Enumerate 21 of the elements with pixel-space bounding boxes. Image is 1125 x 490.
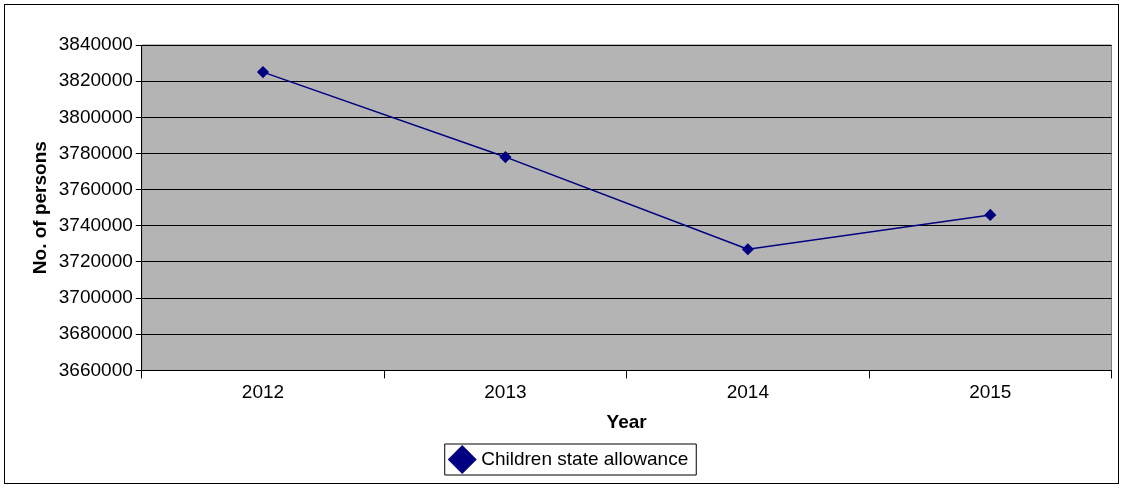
y-tick-label: 3820000 [58, 69, 133, 91]
y-tick-label: 3680000 [58, 322, 133, 344]
point [257, 66, 269, 78]
y-tick-label: 3720000 [58, 250, 133, 272]
point [742, 243, 754, 256]
y-tick-label: 3760000 [58, 177, 133, 199]
legend-label: Children state allowance [481, 447, 689, 469]
x-tick-label: 2013 [484, 381, 527, 403]
x-tick-label: 2015 [969, 381, 1012, 403]
y-tick-label: 3800000 [58, 105, 133, 127]
point [499, 151, 512, 163]
y-tick-label: 3780000 [58, 141, 133, 163]
y-tick-label: 3740000 [58, 214, 133, 236]
x-tick-label: 2012 [241, 381, 285, 403]
y-axis-title: No. of persons [28, 141, 50, 275]
y-tick-label: 3840000 [58, 33, 133, 55]
y-tick-label: 3700000 [58, 286, 133, 308]
x-axis-title: Year [606, 410, 648, 432]
y-tick-label: 3660000 [58, 358, 133, 380]
point [984, 209, 997, 221]
x-tick-label: 2014 [726, 381, 770, 403]
